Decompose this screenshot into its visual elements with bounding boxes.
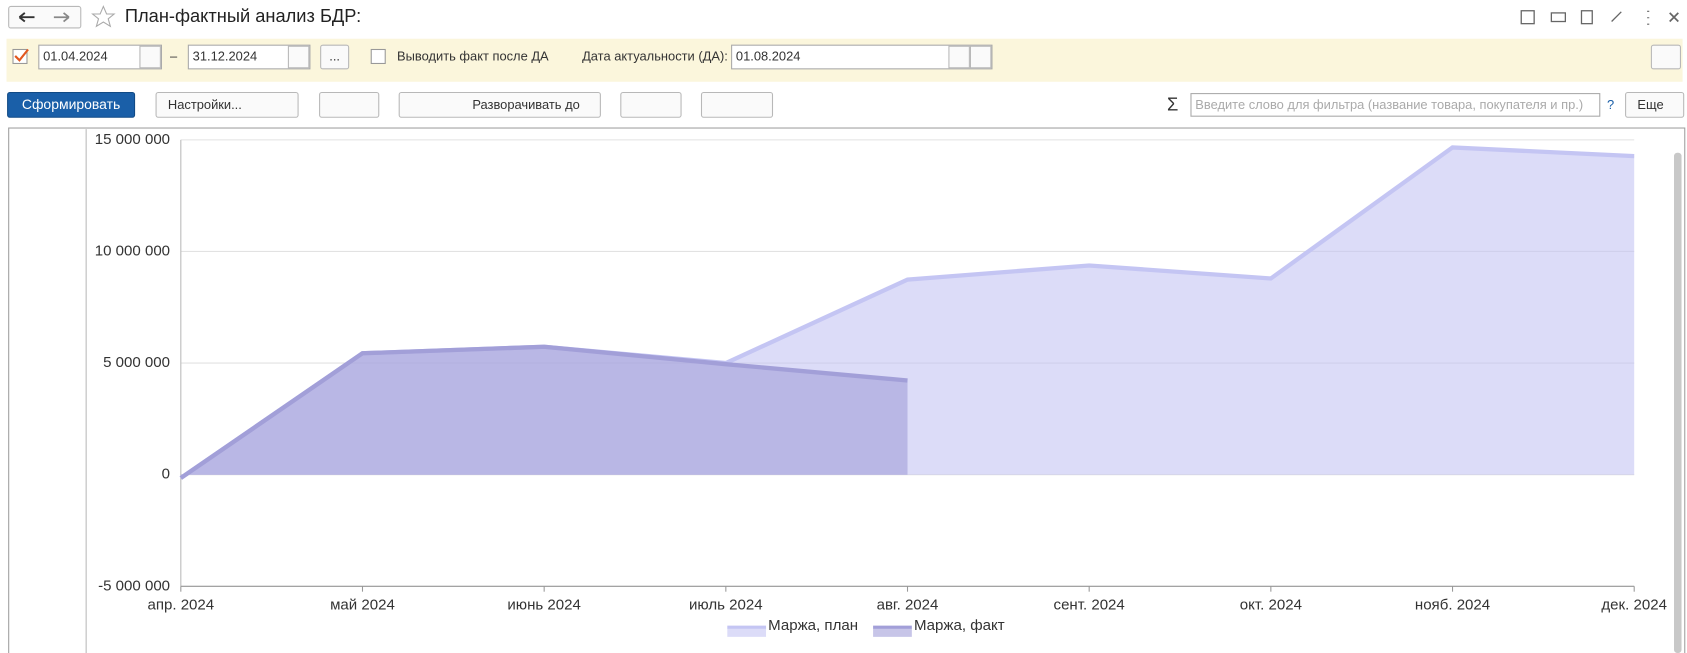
preview-icon[interactable]	[1580, 10, 1593, 25]
calendar-button[interactable]	[139, 45, 161, 69]
dropdown-button[interactable]	[948, 45, 970, 69]
date-from-input[interactable]	[38, 44, 162, 70]
generate-label: Сформировать	[22, 96, 120, 112]
period-checkbox[interactable]	[12, 48, 28, 65]
legend-label: Маржа, план	[768, 617, 858, 634]
more-label: Еще	[1637, 97, 1663, 112]
period-button[interactable]	[320, 44, 350, 70]
legend-swatch	[727, 628, 767, 637]
actual-date-label: Дата актуальности (ДА):	[582, 48, 728, 63]
search-placeholder: Введите слово для фильтра (название това…	[1195, 97, 1583, 112]
print-icon[interactable]	[1550, 12, 1566, 23]
window-title: План-фактный анализ БДР:	[125, 5, 361, 26]
y-tick-label: 10 000 000	[95, 242, 170, 259]
help-link[interactable]: ?	[1607, 97, 1614, 112]
show-fact-label: Выводить факт после ДА	[397, 48, 549, 63]
actual-date-input[interactable]	[731, 44, 993, 70]
expand-button[interactable]	[398, 91, 601, 118]
y-tick-label: 0	[162, 466, 170, 483]
date-to-input[interactable]	[187, 44, 311, 70]
link-icon[interactable]	[1611, 11, 1622, 22]
scrollbar[interactable]	[1674, 152, 1682, 653]
generate-button[interactable]	[7, 91, 136, 118]
x-tick-label: дек. 2024	[1601, 597, 1667, 614]
x-tick-label: июнь 2024	[507, 597, 581, 614]
close-icon[interactable]	[1669, 12, 1679, 23]
period-button-label: ...	[329, 48, 340, 63]
search-buttons[interactable]	[319, 91, 380, 118]
calendar-button[interactable]	[969, 45, 992, 69]
date-from: 01.04.2024	[43, 48, 108, 63]
y-tick-label: -5 000 000	[98, 577, 170, 594]
date-to: 31.12.2024	[193, 48, 258, 63]
sigma[interactable]: Σ	[1167, 93, 1178, 114]
legend-label: Маржа, факт	[914, 617, 1005, 634]
x-tick-label: авг. 2024	[877, 597, 939, 614]
print-buttons[interactable]	[620, 91, 682, 118]
calendar-button[interactable]	[287, 45, 310, 69]
x-tick-label: июль 2024	[689, 597, 763, 614]
forward-icon	[53, 12, 70, 23]
y-tick-label: 5 000 000	[103, 354, 170, 371]
favorite-star[interactable]	[91, 5, 116, 28]
legend-swatch	[873, 628, 912, 637]
x-tick-label: сент. 2024	[1054, 597, 1125, 614]
back-icon	[18, 12, 35, 23]
search-input[interactable]	[1190, 93, 1601, 117]
y-tick-label: 15 000 000	[95, 131, 170, 148]
x-tick-label: нояб. 2024	[1415, 597, 1490, 614]
check-mark	[14, 48, 29, 62]
dash: –	[170, 48, 178, 63]
show-fact-checkbox[interactable]	[370, 48, 386, 65]
settings-label: Настройки...	[168, 97, 242, 112]
expand-label: Разворачивать до	[472, 97, 579, 112]
filter-button[interactable]	[1650, 44, 1681, 70]
actual-date: 01.08.2024	[736, 48, 801, 63]
x-tick-label: май 2024	[330, 597, 395, 614]
series-line	[179, 344, 908, 480]
settings-button[interactable]	[155, 91, 299, 118]
window-icons	[1520, 10, 1679, 25]
plot: -5 000 000 0 5 000 000 10 000 000 15 000 000…	[95, 131, 1667, 637]
x-tick-label: апр. 2024	[147, 597, 214, 614]
export-buttons[interactable]	[700, 91, 774, 118]
more-button[interactable]	[1625, 91, 1685, 118]
area-fill	[180, 346, 908, 479]
nav-buttons[interactable]	[8, 5, 82, 29]
save-icon[interactable]	[1520, 10, 1535, 25]
x-tick-label: окт. 2024	[1240, 597, 1302, 614]
